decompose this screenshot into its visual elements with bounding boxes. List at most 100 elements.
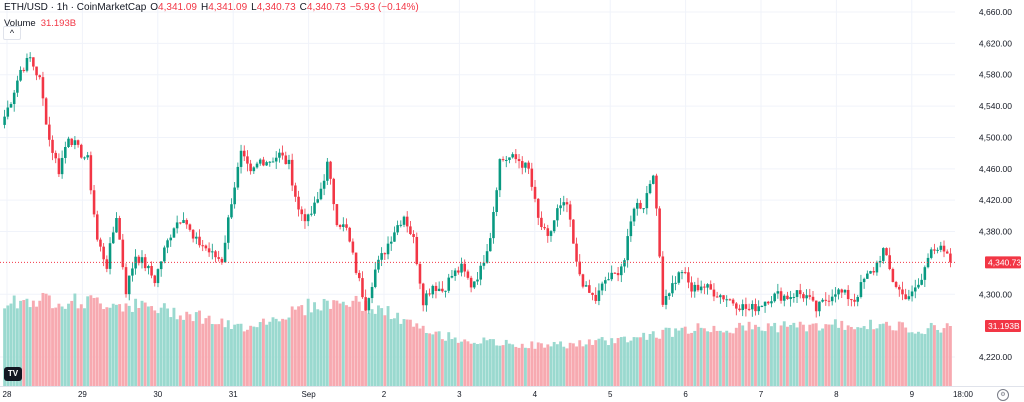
volume-bar [348,306,352,386]
volume-bar [763,331,767,386]
settings-icon[interactable]: ⚙ [997,389,1009,401]
candle-body [882,248,885,261]
candle-body [236,166,240,188]
candle-body [536,198,540,218]
volume-bar [60,306,64,386]
candle-body [489,238,492,252]
volume-value: 31.193B [40,18,77,29]
volume-bar [562,346,566,386]
candle-body [32,57,35,67]
volume-bar [73,293,77,386]
volume-bar [230,328,233,386]
volume-bar [741,325,745,386]
candle-body [907,296,911,300]
x-tick-label: 28 [3,390,12,399]
volume-bar [341,301,345,386]
candle-body [204,245,208,249]
volume-bar [396,312,400,386]
volume-bar [252,326,256,386]
volume-bar [846,325,850,386]
candle-body [891,269,895,282]
volume-bar [322,298,326,386]
volume-bar [875,328,879,386]
symbol-title[interactable]: ETH/USD · 1h · CoinMarketCap [4,2,147,13]
volume-bar [418,328,422,386]
volume-label[interactable]: Volume [4,18,36,29]
volume-bar [220,318,224,386]
volume-bar [370,309,374,386]
candle-body [453,270,457,276]
candle-body [511,154,514,158]
candle-body [265,162,268,166]
candle-body [913,287,917,292]
x-tick-label: 31 [229,390,238,399]
candle-body [287,159,291,165]
price-axis[interactable]: 4,220.00 4,300.00 4,380.00 4,420.00 4,460.00… [979,7,1012,362]
collapse-legend-button[interactable]: ^ [3,26,21,40]
volume-bar [159,307,163,386]
volume-bar [476,344,479,386]
time-axis[interactable]: 28 29 30 31 Sep 2 3 4 5 6 7 8 9 18:00 [3,390,974,399]
candle-body [297,196,300,210]
candle-body [655,175,658,209]
candle-body [648,183,652,194]
volume-bar [817,330,821,386]
volume-bar [607,345,610,386]
volume-bar [217,324,221,386]
candle-body [195,236,198,239]
candle-body [370,286,374,299]
volume-bar [271,317,275,386]
volume-bar [402,319,406,386]
volume-bar [204,318,208,386]
candle-body [268,161,272,163]
candle-body [786,295,789,300]
candle-body [326,161,329,181]
volume-bar [284,319,288,386]
candle-body [715,296,719,298]
volume-bar [108,307,112,386]
volume-bar [888,325,892,386]
tradingview-logo-icon[interactable]: TV [4,367,22,381]
volume-bar [25,298,29,386]
x-tick-label: 9 [910,390,915,399]
volume-bar [242,331,246,386]
volume-bar [718,330,722,386]
candle-body [744,304,748,309]
candle-body [613,272,617,274]
volume-bar [878,324,882,386]
candle-body [942,245,946,252]
x-tick-label: 7 [759,390,764,399]
candle-body [83,157,86,159]
change-value: −5.93 (−0.14%) [349,2,419,13]
candle-body [393,232,396,242]
candle-body [687,272,690,283]
volume-bar [156,313,160,386]
volume-bar [130,311,134,386]
volume-bar [690,332,694,386]
candle-body [866,273,869,279]
volume-bar [680,327,684,386]
candle-body [460,263,463,273]
volume-bar [412,326,416,386]
candle-body [524,162,527,168]
candle-body [635,202,639,209]
candle-body [776,291,780,294]
candle-body [172,228,176,238]
candle-body [556,208,559,221]
volume-bar [715,330,719,386]
high-value: 4,341.09 [208,2,248,13]
volume-bar [338,303,342,386]
legend-header: ETH/USD · 1h · CoinMarketCap O4,341.09 H… [4,2,419,13]
volume-bar [664,327,668,386]
volume-bar [766,323,770,386]
volume-bar [178,315,182,386]
volume-bar [293,309,297,386]
volume-bar [297,306,301,386]
candle-body [533,186,537,199]
candle-body [418,264,422,284]
candle-body [92,190,96,215]
candle-body [632,208,636,222]
volume-bar [188,314,192,386]
candle-body [121,239,125,268]
